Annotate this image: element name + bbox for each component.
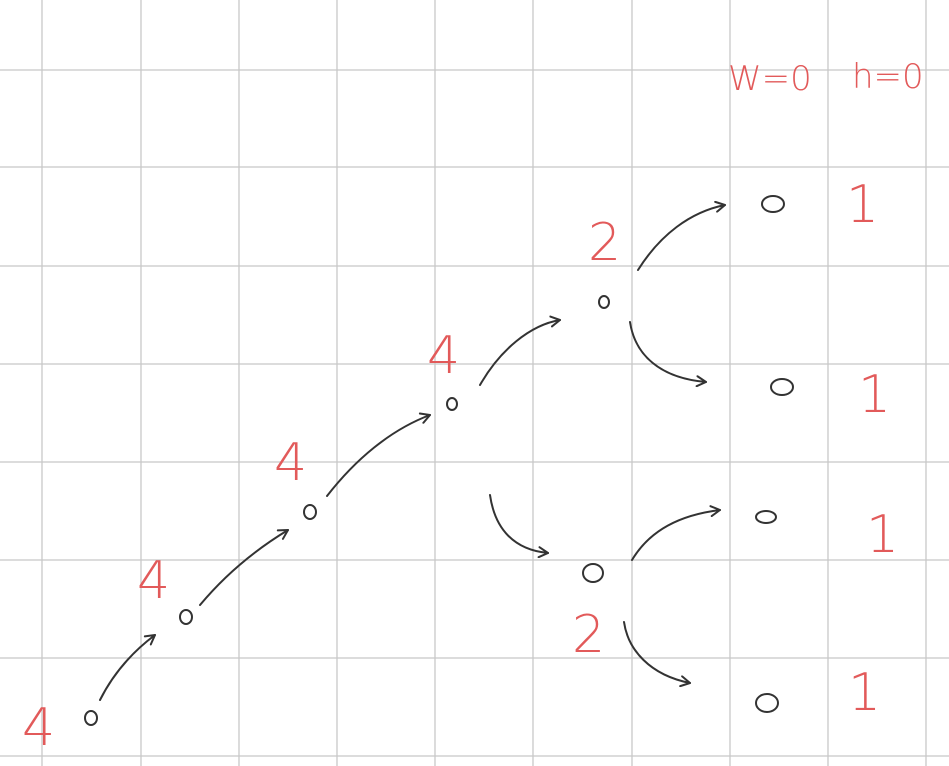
edge-n5-l1 xyxy=(637,200,726,271)
edge-n4-n5 xyxy=(479,315,561,386)
label-n6: 2 xyxy=(572,605,605,665)
edge-n3-n4 xyxy=(326,412,431,497)
node-n3 xyxy=(303,504,317,520)
label-n5: 2 xyxy=(588,213,621,273)
leaf-l1 xyxy=(761,195,785,213)
h-value-l4: 1 xyxy=(848,663,881,723)
edge-n6-l4 xyxy=(623,621,691,688)
node-n2 xyxy=(179,609,193,625)
internal-nodes xyxy=(84,295,610,726)
leaf-h-values: 1 1 1 1 xyxy=(846,175,899,723)
edge-n2-n3 xyxy=(199,529,289,606)
leaf-l3 xyxy=(755,510,777,524)
leaf-l4 xyxy=(755,693,779,713)
leaf-nodes xyxy=(755,195,794,713)
edge-n6-l3 xyxy=(631,505,721,561)
edges xyxy=(99,200,726,701)
h-label: h=0 xyxy=(852,57,924,97)
label-n4: 4 xyxy=(427,326,460,386)
h-value-l1: 1 xyxy=(846,175,879,235)
node-n4 xyxy=(446,397,458,411)
label-n3: 4 xyxy=(274,433,307,493)
node-n5 xyxy=(598,295,610,309)
leaf-l2 xyxy=(770,378,794,396)
node-n6 xyxy=(582,563,604,583)
node-n1 xyxy=(84,710,98,726)
edge-n5-l2 xyxy=(629,321,707,388)
label-n2: 4 xyxy=(137,551,170,611)
label-n1: 4 xyxy=(22,698,55,758)
internal-node-labels: 4 4 4 4 2 2 xyxy=(22,213,621,758)
edge-n4-n6 xyxy=(489,494,549,559)
h-value-l3: 1 xyxy=(866,505,899,565)
h-value-l2: 1 xyxy=(858,365,891,425)
edge-n1-n2 xyxy=(99,634,156,701)
w-label: W=0 xyxy=(728,59,812,99)
